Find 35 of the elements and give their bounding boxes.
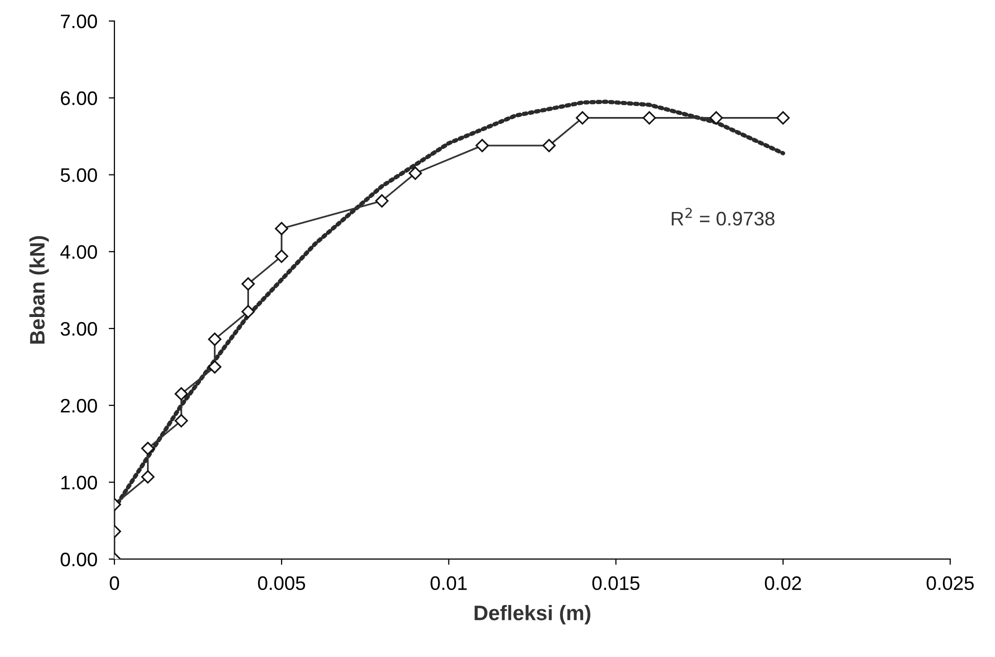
point — [476, 138, 489, 152]
point — [408, 166, 422, 180]
point — [576, 111, 590, 125]
point — [141, 442, 155, 456]
point — [542, 138, 556, 152]
x-axis-title: Defleksi (m) — [474, 605, 590, 624]
point — [174, 387, 188, 400]
y-tick-label: 5.00 — [60, 168, 97, 182]
point — [375, 194, 389, 208]
point — [208, 332, 222, 346]
point — [274, 250, 288, 263]
point — [241, 304, 255, 318]
point — [141, 470, 155, 484]
point — [208, 360, 222, 374]
x-tick-label: 0.005 — [258, 576, 306, 590]
point — [776, 111, 790, 125]
point — [274, 222, 288, 236]
y-tick-label: 4.00 — [60, 245, 97, 259]
x-tick-label: 0.025 — [926, 576, 974, 590]
y-tick-label: 1.00 — [61, 476, 97, 490]
y-tick-label: 2.00 — [60, 398, 97, 413]
x-tick-label: 0.01 — [430, 576, 467, 590]
x-tick-label: 0 — [110, 576, 120, 590]
point — [642, 111, 656, 125]
x-tick-label: 0.015 — [592, 576, 640, 590]
y-axis-title: Beban (kN) — [29, 236, 49, 344]
point — [241, 277, 255, 291]
y-tick-label: 7.00 — [60, 14, 97, 28]
point — [174, 414, 188, 428]
annotation: R$^{2}$ = 0.9738 — [672, 208, 774, 226]
point — [710, 111, 723, 125]
y-tick-label: 0.00 — [60, 552, 97, 566]
y-tick-label: 3.00 — [60, 322, 97, 336]
x-tick-label: 0.02 — [764, 576, 802, 590]
y-tick-label: 6.00 — [60, 91, 97, 106]
